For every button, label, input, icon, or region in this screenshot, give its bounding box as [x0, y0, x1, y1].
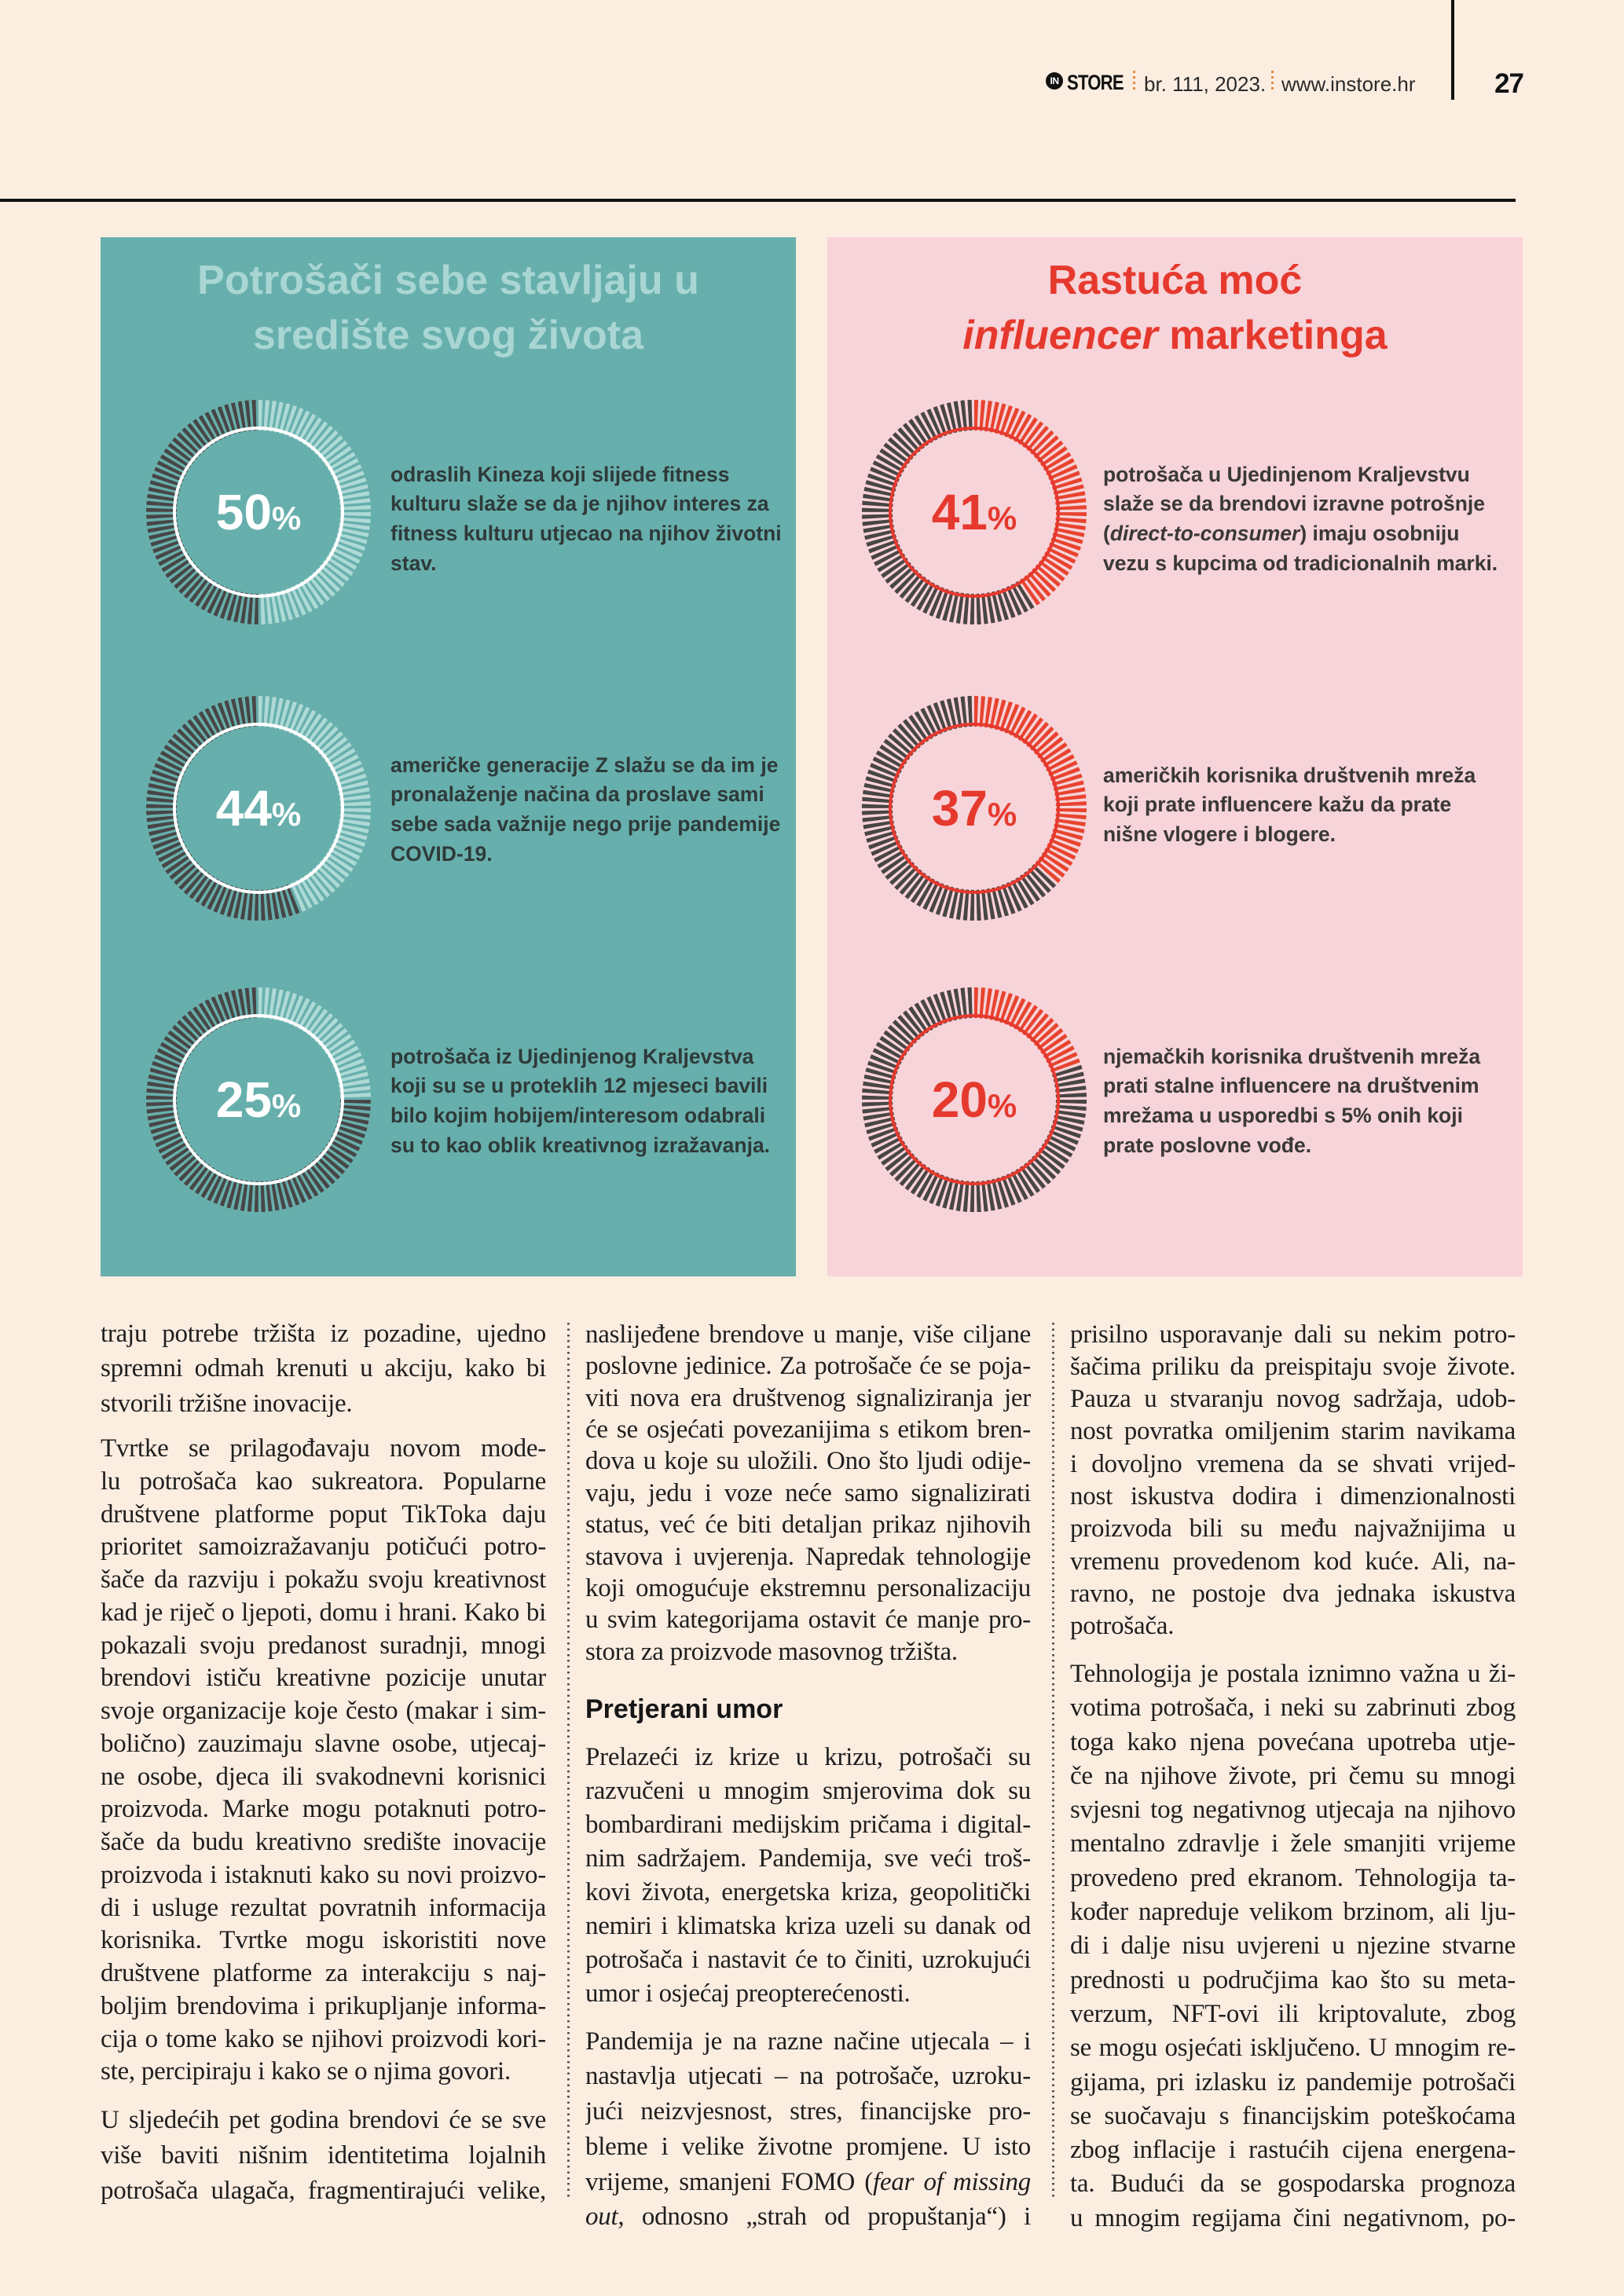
svg-text:20%: 20%	[932, 1071, 1017, 1128]
svg-text:44%: 44%	[215, 780, 301, 837]
svg-text:37%: 37%	[932, 780, 1017, 837]
svg-text:41%: 41%	[932, 484, 1017, 540]
svg-text:50%: 50%	[215, 484, 301, 540]
svg-text:25%: 25%	[215, 1071, 301, 1128]
